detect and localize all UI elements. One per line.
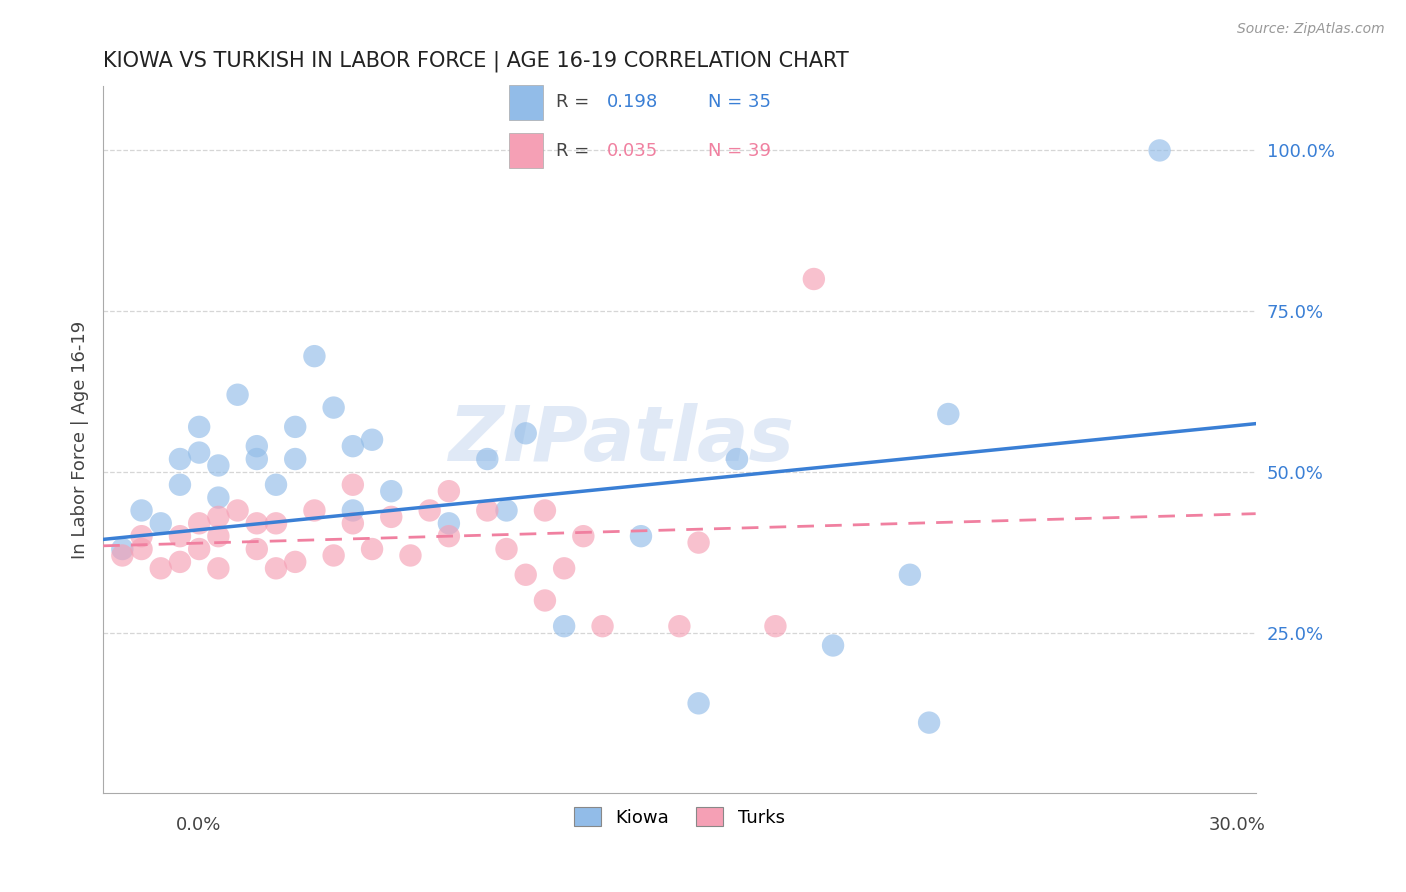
- Text: Source: ZipAtlas.com: Source: ZipAtlas.com: [1237, 22, 1385, 37]
- Point: [515, 426, 537, 441]
- Point: [898, 567, 921, 582]
- Text: R =: R =: [557, 142, 589, 160]
- Point: [188, 516, 211, 531]
- Point: [380, 509, 402, 524]
- Point: [534, 503, 557, 517]
- Point: [304, 349, 326, 363]
- Point: [264, 516, 287, 531]
- Point: [419, 503, 441, 517]
- Point: [495, 503, 517, 517]
- Point: [765, 619, 787, 633]
- Point: [437, 484, 460, 499]
- Point: [246, 452, 269, 467]
- Point: [592, 619, 614, 633]
- Text: 0.198: 0.198: [607, 94, 658, 112]
- Point: [322, 549, 344, 563]
- Point: [169, 452, 191, 467]
- Point: [630, 529, 652, 543]
- Point: [304, 503, 326, 517]
- Point: [226, 388, 249, 402]
- Text: N = 35: N = 35: [709, 94, 772, 112]
- Point: [688, 535, 710, 549]
- Point: [246, 439, 269, 453]
- Legend: Kiowa, Turks: Kiowa, Turks: [567, 800, 792, 834]
- Point: [169, 529, 191, 543]
- Text: KIOWA VS TURKISH IN LABOR FORCE | AGE 16-19 CORRELATION CHART: KIOWA VS TURKISH IN LABOR FORCE | AGE 16…: [103, 51, 849, 72]
- Text: 0.035: 0.035: [607, 142, 658, 160]
- Point: [572, 529, 595, 543]
- Point: [322, 401, 344, 415]
- Point: [207, 509, 229, 524]
- Point: [534, 593, 557, 607]
- Text: ZIPatlas: ZIPatlas: [449, 402, 794, 476]
- Point: [207, 529, 229, 543]
- Text: N = 39: N = 39: [709, 142, 772, 160]
- Point: [111, 542, 134, 557]
- Point: [936, 407, 959, 421]
- FancyBboxPatch shape: [509, 133, 543, 168]
- Point: [207, 491, 229, 505]
- Point: [437, 529, 460, 543]
- Text: 30.0%: 30.0%: [1209, 816, 1265, 834]
- FancyBboxPatch shape: [509, 85, 543, 120]
- Point: [111, 549, 134, 563]
- Point: [725, 452, 748, 467]
- Point: [188, 542, 211, 557]
- Point: [149, 561, 172, 575]
- Text: 0.0%: 0.0%: [176, 816, 221, 834]
- Point: [1149, 144, 1171, 158]
- Point: [207, 458, 229, 473]
- Point: [246, 542, 269, 557]
- Point: [284, 420, 307, 434]
- Point: [361, 433, 384, 447]
- Point: [342, 439, 364, 453]
- Point: [918, 715, 941, 730]
- Text: R =: R =: [557, 94, 589, 112]
- Point: [207, 561, 229, 575]
- Point: [342, 516, 364, 531]
- Point: [284, 555, 307, 569]
- Point: [515, 567, 537, 582]
- Point: [553, 561, 575, 575]
- Point: [264, 477, 287, 491]
- Point: [131, 542, 153, 557]
- Point: [264, 561, 287, 575]
- Point: [188, 445, 211, 459]
- Point: [342, 477, 364, 491]
- Point: [437, 516, 460, 531]
- Point: [399, 549, 422, 563]
- Point: [495, 542, 517, 557]
- Point: [131, 529, 153, 543]
- Point: [553, 619, 575, 633]
- Y-axis label: In Labor Force | Age 16-19: In Labor Force | Age 16-19: [72, 320, 89, 559]
- Point: [823, 639, 845, 653]
- Point: [688, 696, 710, 710]
- Point: [477, 452, 499, 467]
- Point: [226, 503, 249, 517]
- Point: [284, 452, 307, 467]
- Point: [169, 555, 191, 569]
- Point: [169, 477, 191, 491]
- Point: [342, 503, 364, 517]
- Point: [361, 542, 384, 557]
- Point: [668, 619, 690, 633]
- Point: [188, 420, 211, 434]
- Point: [803, 272, 825, 286]
- Point: [149, 516, 172, 531]
- Point: [477, 503, 499, 517]
- Point: [246, 516, 269, 531]
- Point: [131, 503, 153, 517]
- Point: [380, 484, 402, 499]
